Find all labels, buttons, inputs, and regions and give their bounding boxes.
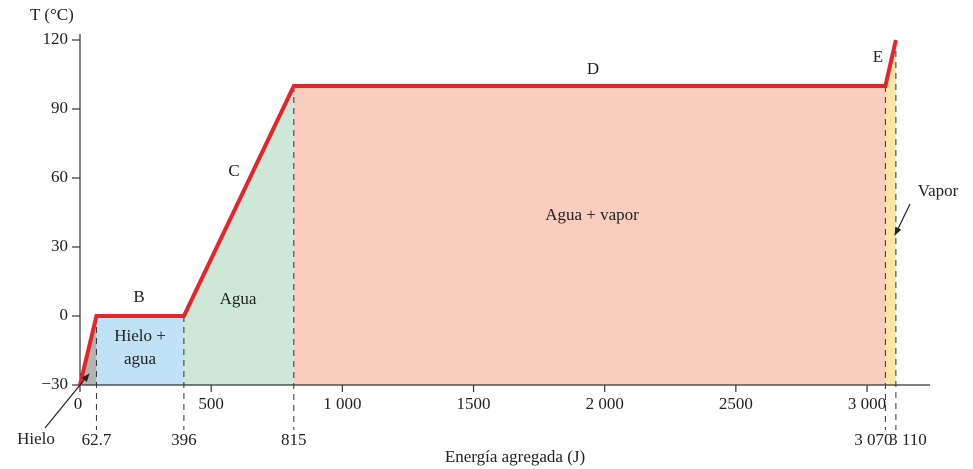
transition-label: 62.7	[82, 430, 112, 449]
phase-label: agua	[124, 349, 157, 368]
y-tick-label: 0	[60, 305, 69, 324]
transition-label: 815	[281, 430, 307, 449]
pointer-arrow	[894, 203, 911, 236]
transition-label: 396	[171, 430, 197, 449]
y-axis-label: T (°C)	[30, 5, 74, 24]
phase-region	[293, 86, 886, 385]
segment-label: E	[873, 47, 883, 66]
y-tick-label: 90	[51, 98, 68, 117]
phase-label: Hielo	[17, 429, 55, 448]
x-axis-label: Energía agregada (J)	[445, 447, 585, 466]
pointer-arrow	[44, 373, 90, 429]
x-tick-label: 3 000	[848, 394, 886, 413]
phase-label: Agua	[220, 289, 257, 308]
transition-label: 3 070	[854, 430, 892, 449]
phase-region	[96, 316, 184, 385]
x-tick-label: 1500	[457, 394, 491, 413]
y-tick-label: 60	[51, 167, 68, 186]
y-tick-label: 30	[51, 236, 68, 255]
y-tick-label: 120	[43, 29, 69, 48]
heating-curve	[78, 39, 898, 386]
phase-regions	[80, 40, 896, 385]
x-tick-label: 1 000	[323, 394, 361, 413]
x-tick-label: 2 000	[586, 394, 624, 413]
phase-label: Vapor	[918, 181, 959, 200]
segment-label: D	[587, 59, 599, 78]
transition-label: 3 110	[889, 430, 927, 449]
phase-label: Agua + vapor	[545, 205, 639, 224]
x-tick-label: 0	[74, 394, 83, 413]
segment-label: C	[228, 161, 239, 180]
phase-region	[183, 86, 294, 385]
phase-region	[885, 40, 896, 385]
segment-label: B	[133, 287, 144, 306]
x-tick-label: 2500	[719, 394, 753, 413]
x-tick-label: 500	[198, 394, 224, 413]
y-tick-label: −30	[41, 374, 68, 393]
phase-label: Hielo +	[114, 326, 166, 345]
